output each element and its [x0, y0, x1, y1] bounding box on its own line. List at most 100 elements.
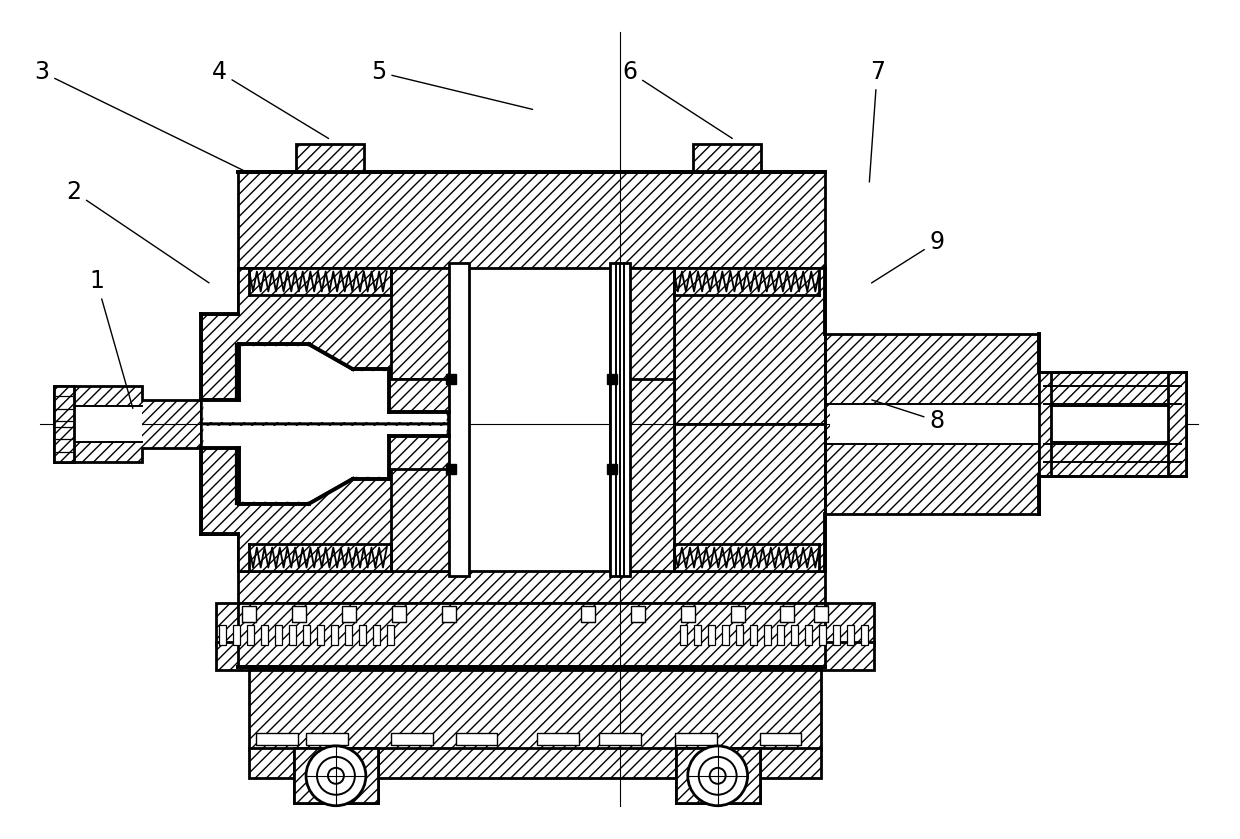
Polygon shape	[680, 625, 687, 645]
Polygon shape	[201, 268, 450, 424]
Polygon shape	[610, 268, 673, 469]
Polygon shape	[294, 748, 378, 803]
Polygon shape	[708, 625, 714, 645]
Polygon shape	[201, 424, 449, 503]
Polygon shape	[608, 464, 618, 474]
Polygon shape	[306, 733, 348, 745]
Polygon shape	[293, 607, 306, 623]
Polygon shape	[445, 374, 455, 384]
Polygon shape	[599, 733, 641, 745]
Text: 2: 2	[66, 180, 210, 283]
Polygon shape	[249, 748, 821, 778]
Polygon shape	[675, 733, 717, 745]
Polygon shape	[537, 733, 579, 745]
Polygon shape	[831, 404, 1039, 444]
Polygon shape	[296, 667, 363, 695]
Circle shape	[709, 768, 725, 784]
Polygon shape	[216, 643, 874, 670]
Text: 1: 1	[89, 269, 133, 409]
Polygon shape	[331, 625, 339, 645]
Polygon shape	[449, 263, 469, 576]
Polygon shape	[693, 667, 760, 695]
Polygon shape	[345, 625, 352, 645]
Polygon shape	[815, 607, 828, 623]
Text: 5: 5	[371, 60, 533, 109]
Polygon shape	[53, 406, 141, 442]
Polygon shape	[216, 603, 874, 645]
Polygon shape	[862, 625, 868, 645]
Polygon shape	[257, 733, 298, 745]
Circle shape	[317, 757, 355, 795]
Polygon shape	[693, 144, 760, 172]
Polygon shape	[764, 625, 770, 645]
Polygon shape	[610, 379, 673, 571]
Polygon shape	[791, 625, 799, 645]
Text: 6: 6	[622, 60, 733, 138]
Polygon shape	[242, 607, 257, 623]
Polygon shape	[1039, 373, 1050, 476]
Polygon shape	[53, 386, 74, 461]
Polygon shape	[441, 607, 455, 623]
Polygon shape	[389, 268, 450, 469]
Polygon shape	[275, 625, 283, 645]
Polygon shape	[294, 748, 378, 803]
Polygon shape	[317, 625, 324, 645]
Polygon shape	[806, 625, 812, 645]
Polygon shape	[455, 733, 497, 745]
Polygon shape	[445, 464, 455, 474]
Polygon shape	[296, 144, 363, 172]
Polygon shape	[247, 625, 254, 645]
Polygon shape	[373, 625, 379, 645]
Text: 3: 3	[35, 60, 244, 170]
Polygon shape	[681, 607, 694, 623]
Polygon shape	[847, 625, 854, 645]
Circle shape	[306, 746, 366, 805]
Polygon shape	[203, 426, 446, 502]
Polygon shape	[735, 625, 743, 645]
Polygon shape	[1168, 373, 1187, 476]
Polygon shape	[1039, 406, 1187, 442]
Polygon shape	[780, 607, 795, 623]
Polygon shape	[201, 424, 450, 571]
Polygon shape	[820, 625, 826, 645]
Polygon shape	[730, 607, 744, 623]
Polygon shape	[760, 733, 801, 745]
Polygon shape	[673, 424, 826, 571]
Polygon shape	[201, 344, 449, 424]
Polygon shape	[238, 268, 391, 424]
Polygon shape	[693, 625, 701, 645]
Text: 4: 4	[212, 60, 329, 138]
Polygon shape	[582, 607, 595, 623]
Polygon shape	[262, 625, 268, 645]
Circle shape	[698, 757, 737, 795]
Polygon shape	[833, 625, 841, 645]
Polygon shape	[722, 625, 729, 645]
Polygon shape	[610, 263, 630, 576]
Text: 9: 9	[872, 230, 945, 283]
Circle shape	[688, 746, 748, 805]
Polygon shape	[238, 603, 826, 667]
Polygon shape	[289, 625, 296, 645]
Polygon shape	[358, 625, 366, 645]
Text: 7: 7	[869, 60, 884, 182]
Text: 8: 8	[872, 400, 945, 433]
Polygon shape	[631, 607, 645, 623]
Polygon shape	[676, 748, 760, 803]
Polygon shape	[392, 607, 405, 623]
Polygon shape	[1039, 373, 1187, 476]
Polygon shape	[608, 374, 618, 384]
Polygon shape	[219, 625, 227, 645]
Polygon shape	[826, 334, 1039, 513]
Polygon shape	[249, 670, 821, 750]
Polygon shape	[749, 625, 756, 645]
Polygon shape	[391, 733, 433, 745]
Polygon shape	[673, 268, 826, 424]
Polygon shape	[777, 625, 785, 645]
Polygon shape	[303, 625, 310, 645]
Polygon shape	[387, 625, 394, 645]
Circle shape	[327, 768, 343, 784]
Polygon shape	[203, 347, 446, 422]
Polygon shape	[238, 424, 391, 571]
Polygon shape	[238, 172, 826, 268]
Polygon shape	[389, 379, 450, 571]
